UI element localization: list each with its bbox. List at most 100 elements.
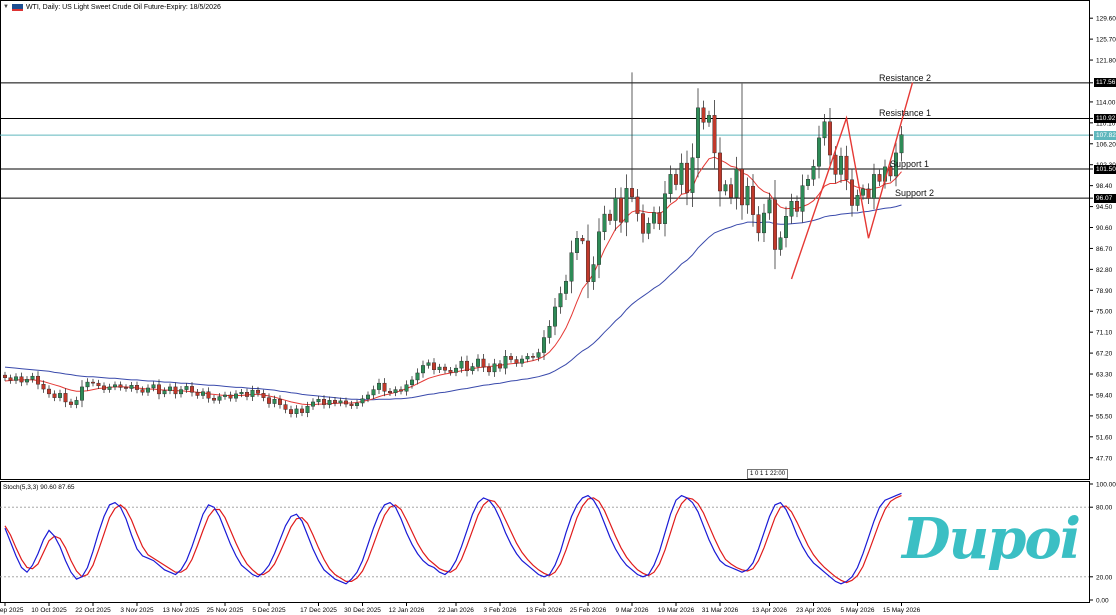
candle-body <box>839 155 844 175</box>
candle-body <box>690 157 695 193</box>
candle-body <box>536 352 541 358</box>
candle-body <box>134 385 139 390</box>
candle-body <box>877 174 882 182</box>
candle-body <box>795 201 800 212</box>
stoch-signal-line <box>4 495 902 584</box>
candle-body <box>300 408 305 413</box>
candle-body <box>195 392 200 396</box>
ma-slow-line <box>4 204 902 401</box>
candle-body <box>289 409 294 414</box>
candle-body <box>52 393 57 398</box>
candle-body <box>591 264 596 282</box>
candle-body <box>107 386 112 390</box>
candle-body <box>646 223 651 234</box>
candle-body <box>602 213 607 233</box>
trendlines <box>790 82 914 280</box>
stoch-frame <box>0 481 1090 603</box>
time-tick-label: 22 Oct 2025 <box>75 607 111 614</box>
level-label: Support 1 <box>890 159 930 169</box>
candles <box>3 72 904 418</box>
candle-body <box>855 195 860 206</box>
price-tag: 117.56 <box>1094 78 1116 88</box>
candle-body <box>327 400 332 405</box>
candle-body <box>553 306 558 327</box>
candle-body <box>784 216 789 238</box>
stoch-tick-label: 0.00 <box>1096 598 1109 605</box>
candle-body <box>586 240 591 282</box>
price-tick-label: 75.00 <box>1096 309 1113 316</box>
price-tick-label: 51.60 <box>1096 434 1113 441</box>
candle-body <box>63 393 68 403</box>
candle-body <box>145 387 150 393</box>
candle-body <box>470 366 475 372</box>
candle-body <box>410 379 415 385</box>
candle-body <box>872 174 877 199</box>
price-tick-label: 106.20 <box>1096 141 1116 148</box>
time-tick-label: 5 May 2026 <box>841 607 875 614</box>
time-tick-label: 15 May 2026 <box>883 607 921 614</box>
price-tick-label: 67.20 <box>1096 351 1113 358</box>
candle-body <box>96 382 101 387</box>
stoch-tick-label: 100.00 <box>1096 482 1116 489</box>
candle-body <box>382 382 387 392</box>
candle-body <box>866 188 871 199</box>
candle-body <box>454 367 459 373</box>
time-tick-label: 22 Jan 2026 <box>438 607 474 614</box>
price-tick-label: 86.70 <box>1096 246 1113 253</box>
candle-body <box>360 398 365 404</box>
time-tick-label: 30 Dec 2025 <box>344 607 381 614</box>
candle-body <box>525 356 530 360</box>
candle-body <box>465 360 470 372</box>
level-label: Support 2 <box>895 188 935 199</box>
candle-body <box>806 179 811 186</box>
flag-icon <box>11 3 23 11</box>
candle-body <box>239 392 244 395</box>
time-tick-label: 3 Nov 2025 <box>120 607 154 614</box>
time-tick-label: 13 Apr 2026 <box>752 607 787 614</box>
candle-body <box>3 374 7 378</box>
time-tick-label: 9 Mar 2026 <box>616 607 649 614</box>
candle-body <box>377 382 382 390</box>
price-tick-label: 90.60 <box>1096 225 1113 232</box>
candle-body <box>817 137 822 167</box>
price-tick-label: 71.10 <box>1096 330 1113 337</box>
time-tick-label: 31 Mar 2026 <box>702 607 739 614</box>
stoch-tick-label: 80.00 <box>1096 505 1113 512</box>
candle-body <box>514 359 519 364</box>
level-lines <box>0 82 1089 199</box>
candle-body <box>404 384 409 392</box>
candle-body <box>140 389 145 393</box>
time-tick-label: 30 Sep 2025 <box>0 607 24 614</box>
candle-body <box>47 388 52 395</box>
candle-body <box>641 213 646 234</box>
stoch-tick-label: 20.00 <box>1096 574 1113 581</box>
candle-body <box>822 121 827 139</box>
candle-body <box>575 238 580 253</box>
candle-body <box>619 197 624 223</box>
time-tick-label: 13 Feb 2026 <box>526 607 563 614</box>
collapse-icon[interactable]: ▼ <box>3 4 9 10</box>
time-tick-label: 19 Mar 2026 <box>658 607 695 614</box>
period-box: 1 0 1 1 22:00 <box>747 469 789 479</box>
candle-body <box>542 337 547 353</box>
candle-body <box>200 391 205 396</box>
candle-body <box>256 389 261 394</box>
candle-body <box>597 231 602 265</box>
candle-body <box>112 384 117 388</box>
candle-body <box>338 400 343 404</box>
candle-body <box>789 201 794 217</box>
level-label: Resistance 1 <box>879 108 932 119</box>
candle-body <box>41 384 46 390</box>
time-tick-label: 25 Nov 2025 <box>207 607 244 614</box>
candle-body <box>333 400 338 404</box>
price-tick-label: 63.30 <box>1096 372 1113 379</box>
candle-body <box>861 188 866 196</box>
candle-body <box>745 185 750 206</box>
candle-body <box>85 381 90 388</box>
candle-body <box>250 389 255 397</box>
candle-body <box>36 375 41 385</box>
candle-body <box>178 389 183 395</box>
candle-body <box>657 212 662 224</box>
price-tick-label: 125.70 <box>1096 37 1116 44</box>
